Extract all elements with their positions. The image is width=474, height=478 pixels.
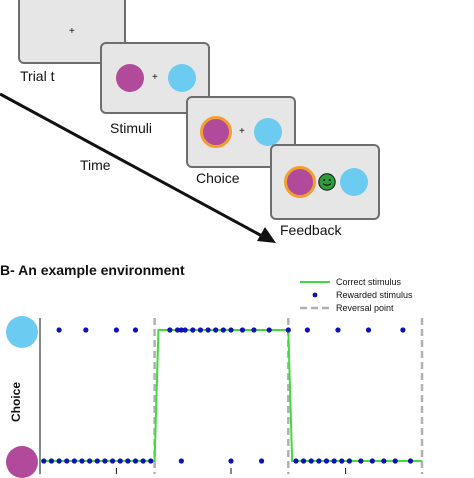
rewarded-cyan-point	[220, 327, 226, 333]
rewarded-cyan-point	[83, 327, 89, 333]
chosen-magenta-stimulus	[200, 116, 232, 148]
rewarded-magenta-point	[94, 458, 100, 464]
stimuli-label: Stimuli	[110, 120, 153, 136]
rewarded-magenta-point	[117, 458, 123, 464]
cyan-stimulus	[168, 64, 196, 92]
choice-label: Choice	[196, 170, 240, 186]
rewarded-cyan-point	[197, 327, 204, 333]
rewarded-magenta-point	[56, 458, 62, 464]
rewarded-cyan-point	[182, 327, 188, 333]
rewarded-magenta-point	[71, 458, 77, 464]
legend-label-reversal: Reversal point	[336, 303, 394, 313]
rewarded-magenta-point	[346, 458, 353, 464]
chart-legend: Correct stimulus Rewarded stimulus Rever…	[296, 276, 474, 316]
rewarded-magenta-point	[87, 458, 93, 464]
y-axis-label: Choice	[9, 382, 23, 423]
rewarded-cyan-point	[178, 327, 184, 333]
cyan-stimulus	[340, 168, 368, 196]
rewarded-cyan-point	[365, 327, 372, 333]
rewarded-magenta-point	[228, 458, 234, 464]
rewarded-magenta-point	[64, 458, 70, 464]
feedback-label: Feedback	[280, 222, 342, 238]
feedback-screen	[270, 144, 380, 220]
rewarded-cyan-point	[56, 327, 62, 333]
y-axis-cyan-stimulus	[6, 316, 38, 348]
legend-dash-icon	[300, 306, 330, 310]
magenta-stimulus	[116, 64, 144, 92]
rewarded-cyan-point	[400, 327, 406, 333]
fixation-cross: +	[239, 126, 245, 137]
rewarded-magenta-point	[358, 458, 364, 464]
rewarded-magenta-point	[331, 458, 337, 464]
rewarded-magenta-point	[41, 458, 47, 464]
rewarded-magenta-point	[316, 458, 322, 464]
rewarded-cyan-point	[213, 327, 219, 333]
rewarded-magenta-point	[79, 458, 85, 464]
rewarded-cyan-point	[174, 327, 181, 333]
rewarded-magenta-point	[323, 458, 330, 464]
rewarded-cyan-point	[266, 327, 272, 333]
rewarded-magenta-point	[339, 458, 345, 464]
chosen-magenta-stimulus	[284, 166, 316, 198]
trial-screen: +	[18, 0, 126, 64]
rewarded-cyan-point	[251, 327, 257, 333]
rewarded-magenta-point	[178, 458, 184, 464]
panel-b-title: B- An example environment	[0, 262, 185, 278]
rewarded-cyan-point	[190, 327, 196, 333]
cyan-stimulus	[254, 118, 282, 146]
rewarded-cyan-point	[335, 327, 341, 333]
rewarded-magenta-point	[102, 458, 108, 464]
rewarded-magenta-point	[258, 458, 265, 464]
legend-line-icon	[300, 281, 330, 283]
correct-stimulus-line	[40, 329, 422, 462]
time-label: Time	[80, 157, 111, 173]
fixation-cross: +	[152, 72, 158, 83]
fixation-cross: +	[69, 26, 75, 37]
rewarded-cyan-point	[132, 327, 139, 333]
trial-label: Trial t	[20, 68, 55, 84]
legend-label-rewarded: Rewarded stimulus	[336, 290, 413, 300]
legend-dot-icon	[312, 292, 318, 298]
rewarded-cyan-point	[167, 327, 173, 333]
rewarded-magenta-point	[109, 458, 116, 464]
legend-item-correct: Correct stimulus	[296, 276, 474, 288]
rewarded-cyan-point	[304, 327, 310, 333]
rewarded-magenta-point	[293, 458, 299, 464]
stimuli-screen: +	[100, 42, 210, 114]
rewarded-magenta-point	[125, 458, 131, 464]
legend-item-rewarded: Rewarded stimulus	[296, 289, 474, 301]
rewarded-cyan-point	[228, 327, 234, 333]
rewarded-magenta-point	[308, 458, 314, 464]
rewarded-magenta-point	[300, 458, 307, 464]
rewarded-magenta-point	[381, 458, 387, 464]
rewarded-magenta-point	[48, 458, 55, 464]
rewarded-magenta-point	[132, 458, 139, 464]
rewarded-cyan-point	[239, 327, 246, 333]
rewarded-magenta-point	[140, 458, 146, 464]
legend-item-reversal: Reversal point	[296, 302, 474, 314]
y-axis-magenta-stimulus	[6, 446, 38, 478]
rewarded-magenta-point	[392, 458, 398, 464]
choice-screen: +	[186, 96, 296, 168]
time-arrow	[0, 92, 276, 243]
rewarded-cyan-point	[285, 327, 291, 333]
rewarded-cyan-point	[113, 327, 119, 333]
rewarded-cyan-point	[205, 327, 211, 333]
rewarded-magenta-point	[407, 458, 414, 464]
smiley-face-icon	[318, 173, 336, 191]
rewarded-magenta-point	[369, 458, 375, 464]
legend-label-correct: Correct stimulus	[336, 277, 402, 287]
rewarded-magenta-point	[148, 458, 154, 464]
